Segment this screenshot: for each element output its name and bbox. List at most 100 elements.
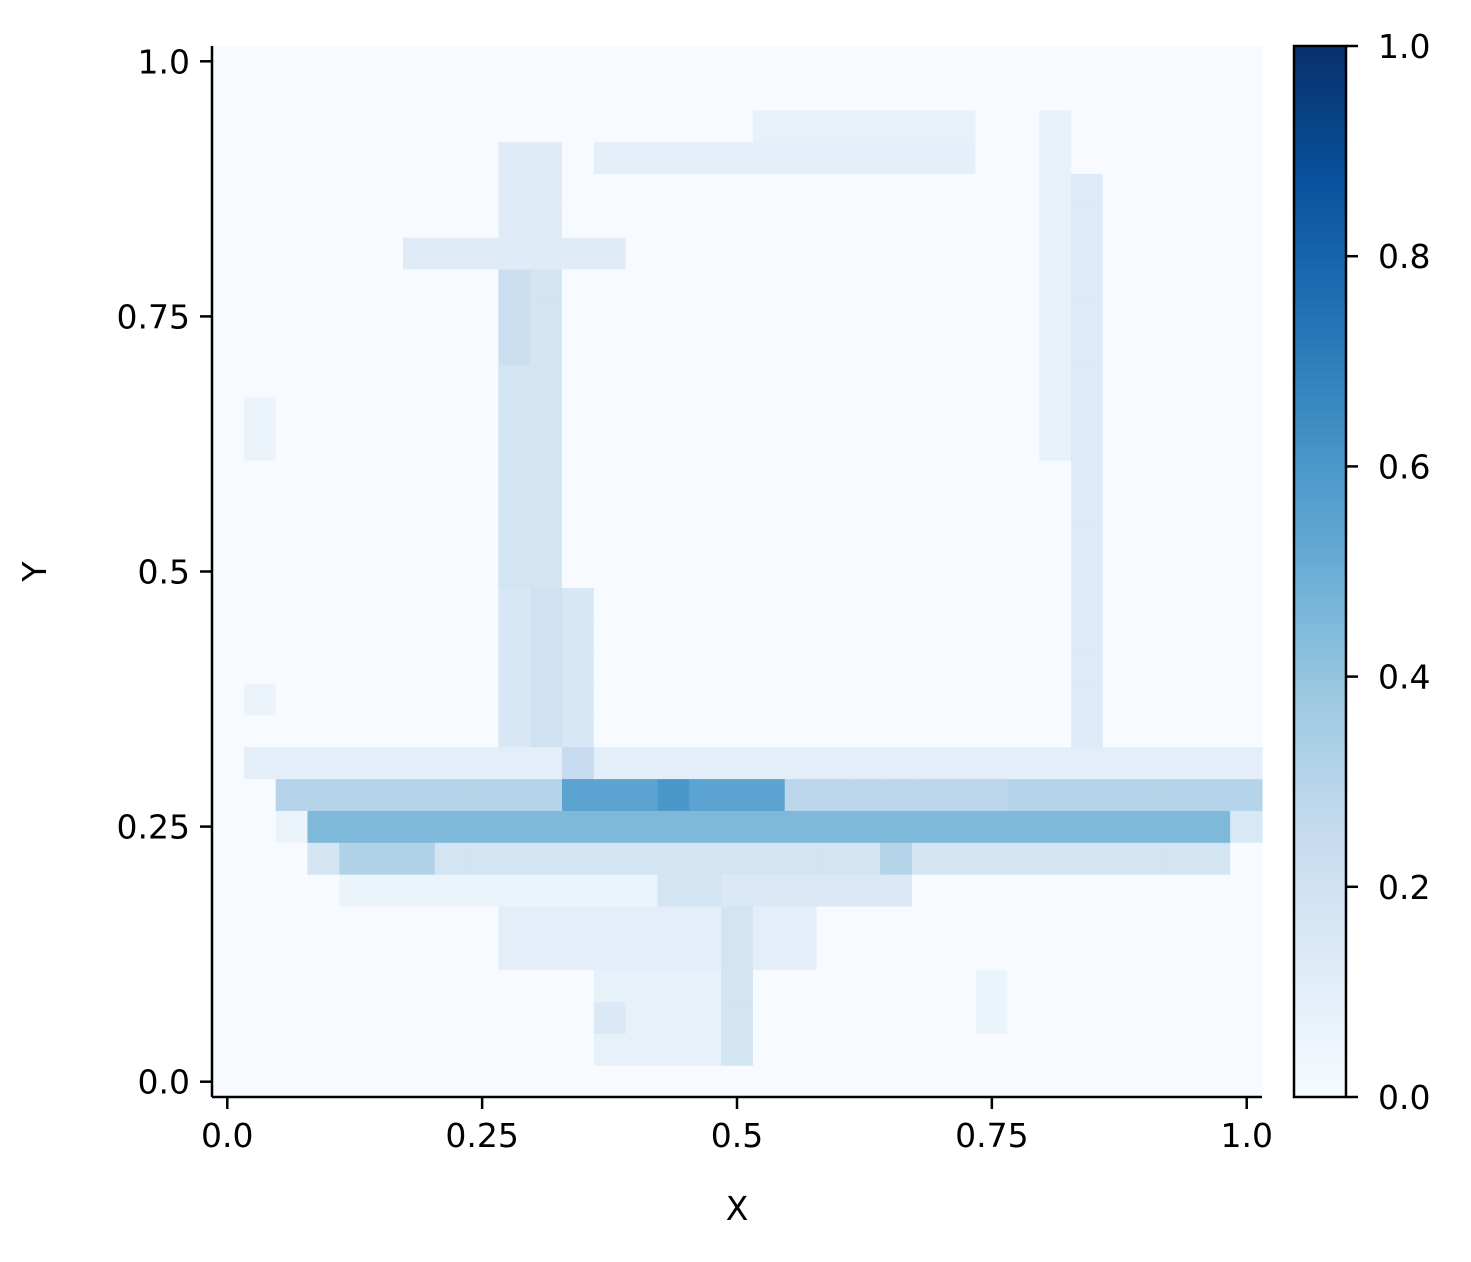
heatmap-cell	[975, 587, 1009, 620]
heatmap-cell	[498, 491, 531, 525]
heatmap-cell	[784, 905, 818, 939]
heatmap-cell	[1071, 428, 1104, 461]
heatmap-cell	[943, 332, 977, 366]
heatmap-cell	[562, 810, 595, 843]
heatmap-cell	[657, 587, 690, 620]
heatmap-cell	[784, 810, 818, 843]
heatmap-cell	[402, 619, 436, 652]
heatmap-cell	[339, 332, 372, 366]
heatmap-cell	[402, 205, 436, 238]
heatmap-cell	[434, 651, 468, 684]
heatmap-cell	[848, 396, 881, 429]
heatmap-cell	[1071, 523, 1104, 557]
heatmap-cell	[689, 969, 722, 1003]
heatmap-cell	[307, 364, 340, 397]
heatmap-cell	[434, 173, 468, 206]
heatmap-cell	[593, 1001, 627, 1034]
heatmap-cell	[1134, 77, 1168, 111]
heatmap-cell	[1198, 714, 1231, 748]
y-axis-label: Y	[15, 561, 54, 583]
heatmap-cell	[1102, 460, 1136, 493]
heatmap-cell	[880, 1065, 913, 1098]
heatmap-cell	[1039, 109, 1072, 143]
heatmap-cell	[943, 268, 977, 302]
heatmap-cell	[1039, 874, 1072, 907]
heatmap-cell	[1198, 237, 1231, 270]
heatmap-cell	[912, 937, 945, 971]
heatmap-cell	[721, 109, 754, 143]
heatmap-cell	[784, 1033, 818, 1066]
heatmap-cell	[530, 428, 563, 461]
heatmap-cell	[1007, 523, 1040, 557]
heatmap-cell	[657, 364, 690, 397]
heatmap-cell	[816, 46, 849, 79]
y-axis-ticks: 0.0 0.25 0.5 0.75 1.0	[117, 42, 212, 1102]
heatmap-cell	[339, 523, 372, 557]
heatmap-cell	[402, 173, 436, 206]
heatmap-cell	[880, 300, 913, 334]
heatmap-cell	[1134, 682, 1168, 716]
heatmap-cell	[212, 905, 245, 939]
heatmap-cell	[721, 746, 754, 780]
heatmap-cell	[307, 396, 340, 429]
heatmap-cell	[593, 905, 627, 939]
heatmap-cell	[657, 746, 690, 780]
heatmap-cell	[752, 141, 786, 174]
heatmap-cell	[1007, 746, 1040, 780]
heatmap-cell	[562, 77, 595, 111]
heatmap-cell	[689, 937, 722, 971]
heatmap-cell	[434, 969, 468, 1003]
heatmap-cell	[689, 682, 722, 716]
heatmap-cell	[689, 810, 722, 843]
heatmap-cell	[243, 874, 277, 907]
heatmap-cell	[721, 364, 754, 397]
heatmap-cell	[339, 842, 372, 875]
heatmap-cell	[243, 810, 277, 843]
heatmap-cell	[657, 619, 690, 652]
heatmap-cell	[657, 109, 690, 143]
heatmap-cell	[1102, 332, 1136, 366]
colorbar: 0.0 0.2 0.4 0.6 0.8 1.0	[1292, 27, 1430, 1117]
heatmap-cell	[912, 491, 945, 525]
heatmap-cell	[402, 1033, 436, 1066]
heatmap-cell	[912, 46, 945, 79]
heatmap-cell	[1039, 77, 1072, 111]
heatmap-cell	[371, 332, 404, 366]
heatmap-cell	[816, 714, 849, 748]
heatmap-cell	[307, 937, 340, 971]
heatmap-cell	[1071, 237, 1104, 270]
heatmap-cell	[975, 714, 1009, 748]
heatmap-cell	[434, 1001, 468, 1034]
heatmap-cell	[1007, 714, 1040, 748]
heatmap-cell	[593, 46, 627, 79]
heatmap-cell	[1134, 651, 1168, 684]
heatmap-cell	[1134, 905, 1168, 939]
heatmap-cell	[371, 969, 404, 1003]
heatmap-cell	[816, 619, 849, 652]
heatmap-cell	[721, 77, 754, 111]
heatmap-cell	[1230, 332, 1263, 366]
heatmap-cell	[498, 396, 531, 429]
heatmap-cell	[784, 778, 818, 811]
heatmap-cell	[975, 810, 1009, 843]
heatmap-cell	[1071, 396, 1104, 429]
heatmap-cell	[625, 205, 659, 238]
heatmap-cell	[1198, 778, 1231, 811]
heatmap-cell	[975, 969, 1009, 1003]
heatmap-cell	[243, 300, 277, 334]
heatmap-cell	[434, 396, 468, 429]
heatmap-cell	[880, 428, 913, 461]
heatmap-cell	[752, 364, 786, 397]
heatmap-cell	[625, 396, 659, 429]
heatmap-cell	[371, 714, 404, 748]
heatmap-cell	[243, 460, 277, 493]
heatmap-cell	[1039, 619, 1072, 652]
heatmap-cell	[1071, 905, 1104, 939]
heatmap-cell	[880, 364, 913, 397]
heatmap-cell	[212, 46, 245, 79]
heatmap-cell	[975, 746, 1009, 780]
heatmap-cell	[943, 364, 977, 397]
heatmap-cell	[212, 1033, 245, 1066]
heatmap-cell	[1007, 1001, 1040, 1034]
heatmap-cell	[402, 141, 436, 174]
